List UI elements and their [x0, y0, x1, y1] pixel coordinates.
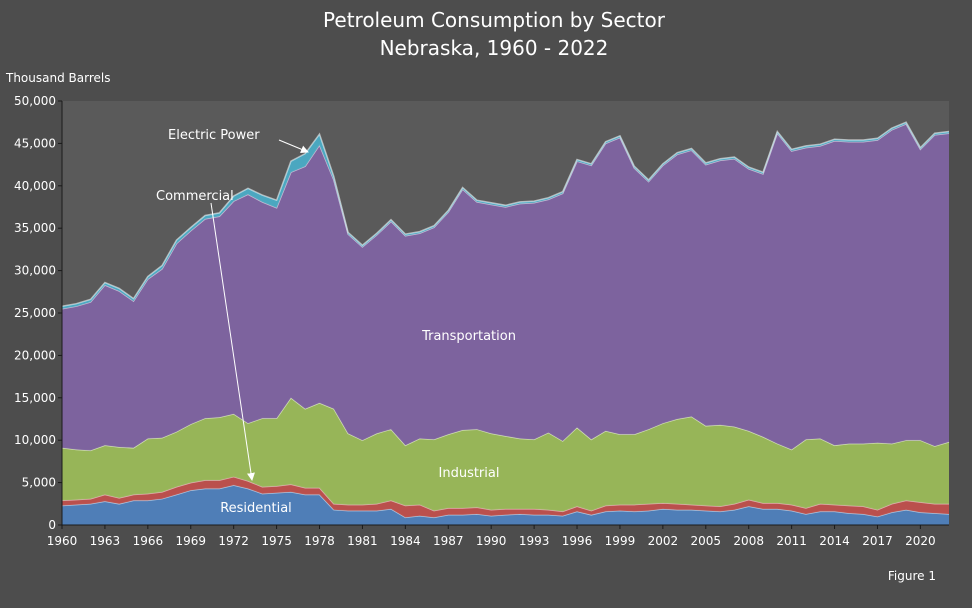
x-tick-label: 1978 — [304, 534, 335, 548]
annotation-residential: Residential — [220, 501, 292, 516]
x-tick-label: 1993 — [519, 534, 550, 548]
area-commercial — [62, 476, 949, 518]
annotation-commercial: Commercial — [156, 189, 234, 204]
x-tick-label: 1975 — [261, 534, 292, 548]
annotation-electric-power: Electric Power — [168, 128, 260, 143]
x-tick-label: 1969 — [175, 534, 206, 548]
x-tick-label: 2014 — [819, 534, 850, 548]
x-tick-label: 1990 — [476, 534, 507, 548]
x-tick-label: 1999 — [605, 534, 636, 548]
chart-title: Petroleum Consumption by Sector — [323, 8, 666, 32]
area-electric-power — [62, 122, 949, 309]
x-axis: 1960 1963 1966 1969 1972 1975 1978 1981 1984 1987… — [47, 524, 949, 548]
area-edge-electric-power — [61, 121, 950, 307]
y-tick-label: 20,000 — [14, 348, 56, 362]
x-tick-label: 1966 — [133, 534, 164, 548]
area-residential — [62, 485, 949, 525]
x-tick-label: 2002 — [648, 534, 679, 548]
x-tick-label: 1972 — [218, 534, 249, 548]
annotation-transportation: Transportation — [421, 329, 516, 344]
commercial-arrow — [210, 202, 255, 481]
x-tick-label: 2008 — [733, 534, 764, 548]
x-tick-label: 1960 — [47, 534, 78, 548]
y-axis-label: Thousand Barrels — [5, 71, 110, 85]
area-transportation — [62, 123, 949, 451]
y-tick-label: 35,000 — [14, 221, 56, 235]
y-tick-label: 0 — [48, 518, 56, 532]
x-tick-label: 2020 — [905, 534, 936, 548]
y-tick-label: 25,000 — [14, 306, 56, 320]
electric-power-arrow — [278, 139, 309, 154]
chart-subtitle: Nebraska, 1960 - 2022 — [380, 36, 609, 60]
x-tick-label: 1984 — [390, 534, 421, 548]
y-tick-label: 30,000 — [14, 264, 56, 278]
annotation-industrial: Industrial — [439, 466, 500, 481]
y-tick-label: 40,000 — [14, 179, 56, 193]
y-tick-label: 50,000 — [14, 94, 56, 108]
y-axis: 0 5,000 10,000 15,000 20,000 25,000 30,000 35,0… — [14, 94, 63, 532]
figure-label: Figure 1 — [888, 569, 936, 583]
x-tick-label: 1996 — [562, 534, 593, 548]
y-tick-label: 45,000 — [14, 136, 56, 150]
y-tick-label: 5,000 — [22, 476, 56, 490]
x-tick-label: 2011 — [776, 534, 807, 548]
area-series-group — [61, 121, 950, 525]
x-tick-label: 2017 — [862, 534, 893, 548]
x-tick-label: 1981 — [347, 534, 378, 548]
x-tick-label: 1963 — [90, 534, 121, 548]
x-tick-label: 1987 — [433, 534, 464, 548]
y-tick-label: 15,000 — [14, 391, 56, 405]
x-tick-label: 2005 — [691, 534, 722, 548]
y-tick-label: 10,000 — [14, 433, 56, 447]
